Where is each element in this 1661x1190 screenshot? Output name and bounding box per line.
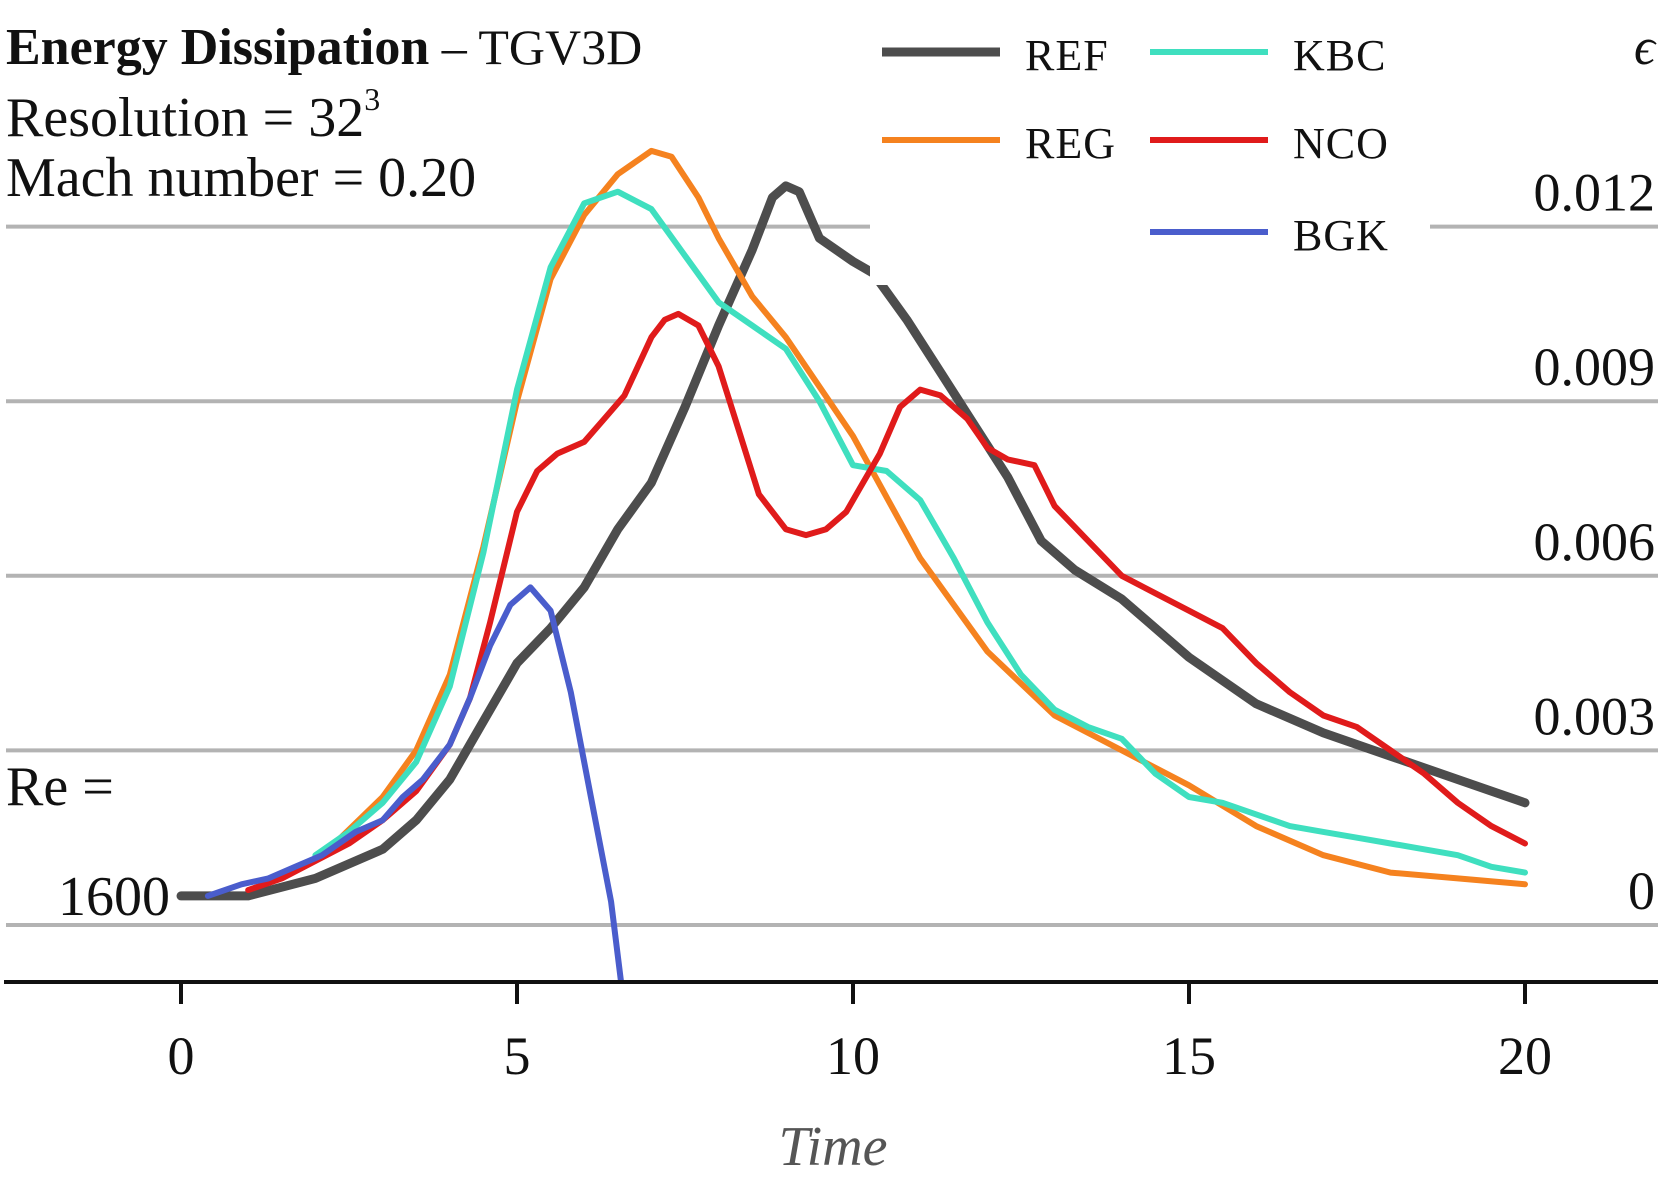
y-tick-label: 0.006 <box>1534 512 1656 572</box>
title-rest: – TGV3D <box>429 19 642 75</box>
legend-label-reg: REG <box>1025 119 1116 168</box>
title-bold: Energy Dissipation <box>6 19 429 76</box>
series-group <box>176 147 1530 980</box>
series-line-nco <box>245 310 1528 894</box>
x-tick-label: 0 <box>168 1026 195 1086</box>
x-axis-ticks: 0 5 10 15 20 <box>168 982 1552 1086</box>
legend-label-bgk: BGK <box>1293 211 1389 260</box>
reynolds-label: Re = <box>6 756 114 818</box>
plot-area <box>176 147 1530 980</box>
y-tick-label: 0.009 <box>1534 337 1656 397</box>
x-tick-label: 10 <box>826 1026 880 1086</box>
y-axis-label: ϵ <box>1634 19 1657 76</box>
reynolds-value: 1600 <box>58 866 170 928</box>
chart-title: Energy Dissipation – TGV3D <box>6 19 642 76</box>
legend-background <box>870 30 1430 285</box>
series-line-kbc <box>312 188 1528 876</box>
series-line-ref <box>176 181 1530 901</box>
legend-label-kbc: KBC <box>1293 31 1386 80</box>
legend: REF KBC REG NCO BGK <box>870 30 1430 285</box>
gridlines <box>6 224 1658 927</box>
resolution-label: Resolution = 323 <box>6 81 380 149</box>
resolution-text: Resolution = 32 <box>6 87 364 149</box>
x-tick-label: 5 <box>504 1026 531 1086</box>
mach-number-label: Mach number = 0.20 <box>6 147 476 209</box>
x-tick-label: 15 <box>1162 1026 1216 1086</box>
y-tick-label: 0.012 <box>1534 163 1656 223</box>
y-axis-ticks: 0 0.003 0.006 0.009 0.012 <box>1534 163 1656 921</box>
legend-label-ref: REF <box>1025 31 1109 80</box>
series-line-bgk <box>204 584 624 980</box>
y-tick-label: 0.003 <box>1534 686 1656 746</box>
x-axis-label: Time <box>779 1116 888 1178</box>
legend-label-nco: NCO <box>1293 119 1389 168</box>
resolution-exponent: 3 <box>364 81 380 117</box>
y-tick-label: 0 <box>1628 861 1655 921</box>
x-tick-label: 20 <box>1498 1026 1552 1086</box>
